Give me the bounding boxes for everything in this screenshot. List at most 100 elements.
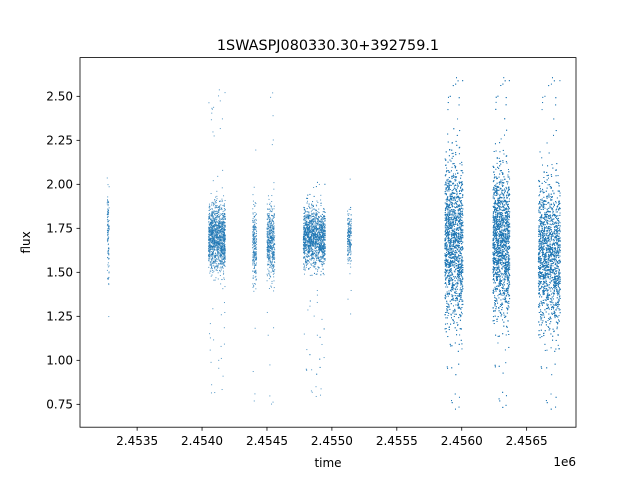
data-point <box>321 234 323 236</box>
data-point <box>349 244 351 246</box>
data-point <box>224 226 226 228</box>
data-point <box>212 243 214 245</box>
data-point <box>312 262 314 264</box>
data-point <box>211 234 213 236</box>
data-point <box>309 231 311 233</box>
data-point <box>349 241 351 243</box>
data-point <box>310 249 312 251</box>
data-point <box>208 218 210 220</box>
data-point <box>211 236 213 238</box>
data-point <box>214 199 216 201</box>
data-point <box>269 275 271 277</box>
data-point <box>218 237 220 239</box>
data-point <box>309 305 311 307</box>
data-point <box>317 254 319 256</box>
data-point <box>315 230 317 232</box>
data-point <box>210 228 212 230</box>
data-point <box>324 225 326 227</box>
data-point <box>220 218 222 220</box>
data-point <box>323 260 325 262</box>
data-point <box>311 219 313 221</box>
data-point <box>213 229 215 231</box>
data-point <box>314 238 316 240</box>
data-point <box>213 233 215 235</box>
data-point <box>208 227 210 229</box>
data-point <box>319 358 321 360</box>
data-point <box>321 228 323 230</box>
data-point <box>315 210 317 212</box>
data-point <box>321 246 323 248</box>
data-point <box>267 251 269 253</box>
data-point <box>303 234 305 236</box>
data-point <box>270 286 272 288</box>
data-point <box>223 242 225 244</box>
data-point <box>220 222 222 224</box>
data-point <box>208 247 210 249</box>
data-point <box>320 224 322 226</box>
data-point <box>322 257 324 259</box>
data-point <box>272 255 274 257</box>
data-point <box>253 260 255 262</box>
data-point <box>211 259 213 261</box>
data-point <box>304 239 306 241</box>
data-point <box>266 236 268 238</box>
data-point <box>320 270 322 272</box>
data-point <box>269 265 271 267</box>
data-point <box>348 208 350 210</box>
data-point <box>106 213 108 215</box>
data-point <box>268 234 270 236</box>
data-point <box>212 180 214 182</box>
data-point <box>347 254 349 256</box>
data-point <box>210 265 212 267</box>
data-point <box>272 240 274 242</box>
data-point <box>215 221 217 223</box>
data-point <box>303 239 305 241</box>
data-point <box>310 229 312 231</box>
data-point <box>313 265 315 267</box>
data-point <box>208 236 210 238</box>
data-point <box>212 271 214 273</box>
data-point <box>211 234 213 236</box>
data-point <box>272 252 274 254</box>
data-point <box>348 259 350 261</box>
data-point <box>211 230 213 232</box>
data-point <box>267 245 269 247</box>
data-point <box>208 217 210 219</box>
data-point <box>321 243 323 245</box>
data-point <box>209 217 211 219</box>
data-point <box>313 260 315 262</box>
data-point <box>217 242 219 244</box>
data-point <box>322 221 324 223</box>
data-point <box>266 249 268 251</box>
data-point <box>224 237 226 239</box>
data-point <box>318 227 320 229</box>
data-point <box>315 213 317 215</box>
data-point <box>316 257 318 259</box>
data-point <box>220 314 222 316</box>
data-point <box>311 240 313 242</box>
data-point <box>267 236 269 238</box>
data-point <box>218 254 220 256</box>
data-point <box>218 226 220 228</box>
data-point <box>322 256 324 258</box>
data-point <box>255 258 257 260</box>
data-point <box>324 234 326 236</box>
data-point <box>303 229 305 231</box>
data-point <box>303 247 305 249</box>
data-point <box>308 232 310 234</box>
data-point <box>219 205 221 207</box>
data-point <box>347 218 349 220</box>
data-point <box>315 386 317 388</box>
data-point <box>311 223 313 225</box>
data-point <box>313 225 315 227</box>
data-point <box>304 247 306 249</box>
data-point <box>319 259 321 261</box>
data-point <box>108 258 110 260</box>
data-point <box>222 226 224 228</box>
data-point <box>347 230 349 232</box>
data-point <box>349 247 351 249</box>
data-point <box>321 222 323 224</box>
data-point <box>220 257 222 259</box>
data-point <box>273 215 275 217</box>
data-point <box>311 254 313 256</box>
